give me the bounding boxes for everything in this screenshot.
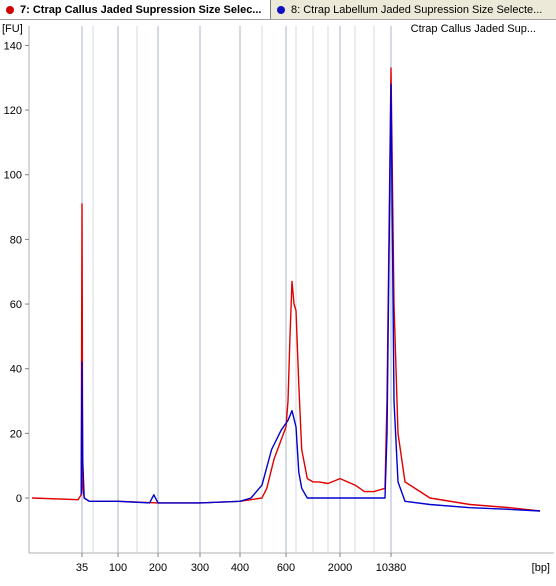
x-tick-label: 600 xyxy=(277,562,295,574)
series-line-sample-8 xyxy=(80,83,541,512)
tab-sample-7[interactable]: 7: Ctrap Callus Jaded Supression Size Se… xyxy=(0,0,271,19)
y-tick-label: 120 xyxy=(4,105,22,117)
x-tick-label: 35 xyxy=(76,562,88,574)
y-unit-label: [FU] xyxy=(2,23,23,35)
tab-sample-7-label: 7: Ctrap Callus Jaded Supression Size Se… xyxy=(20,3,262,16)
tab-sample-8-label: 8: Ctrap Labellum Jaded Supression Size … xyxy=(291,3,543,16)
y-tick-label: 140 xyxy=(4,40,22,52)
x-tick-label: 200 xyxy=(149,562,167,574)
x-tick-label: 2000 xyxy=(328,562,352,574)
y-tick-label: 40 xyxy=(10,364,22,376)
y-tick-label: 60 xyxy=(10,299,22,311)
red-dot-icon xyxy=(6,5,14,14)
x-tick-label: 300 xyxy=(191,562,209,574)
sample-tab-bar: 7: Ctrap Callus Jaded Supression Size Se… xyxy=(0,0,556,20)
y-tick-label: 80 xyxy=(10,234,22,246)
electropherogram-panel: 0 20 40 60 80 100 120 140 [FU] 35 100 200 300 400 600 2… xyxy=(0,20,556,586)
y-tick-label: 0 xyxy=(16,493,22,505)
x-unit-label: [bp] xyxy=(532,562,550,574)
x-tick-label: 100 xyxy=(109,562,127,574)
tab-sample-8[interactable]: 8: Ctrap Labellum Jaded Supression Size … xyxy=(271,0,556,19)
y-tick-label: 100 xyxy=(4,170,22,182)
legend-entry: Ctrap Callus Jaded Sup... xyxy=(411,23,536,35)
y-tick-label: 20 xyxy=(10,428,22,440)
blue-dot-icon xyxy=(277,5,285,14)
electropherogram-chart[interactable]: 0 20 40 60 80 100 120 140 [FU] 35 100 200 300 400 600 2… xyxy=(0,20,556,586)
x-tick-label: 400 xyxy=(231,562,249,574)
x-tick-label: 10380 xyxy=(376,562,407,574)
